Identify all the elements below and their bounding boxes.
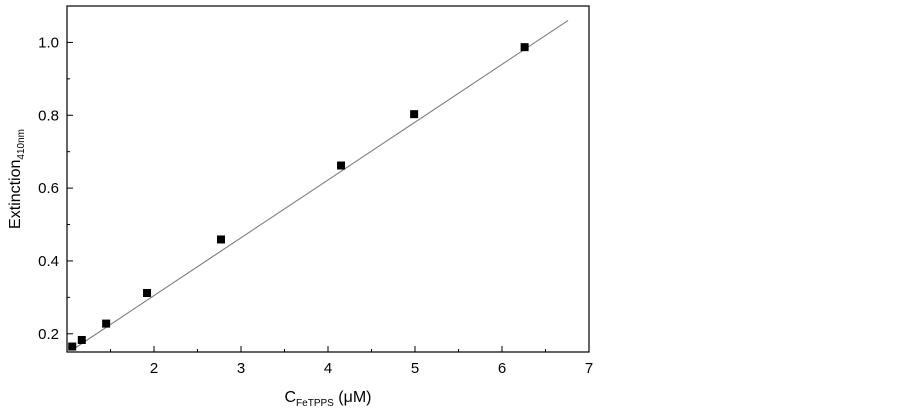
x-tick-label: 7 [585,360,593,377]
data-point [102,319,111,328]
data-point [68,342,77,351]
x-tick-label: 2 [150,360,158,377]
y-tick-label: 0.2 [38,326,59,343]
x-tick-label: 3 [237,360,245,377]
data-point [143,288,152,297]
data-points-layer [68,43,529,351]
data-point [77,335,86,344]
fit-line-layer [73,19,569,350]
y-tick-label: 0.6 [38,180,59,197]
y-axis-ticks: 0.2 0.4 0.6 0.8 1.0 [38,5,73,343]
fit-line [73,19,569,350]
x-tick-label: 6 [498,360,506,377]
plot-frame [66,5,590,353]
y-tick-label: 0.4 [38,253,59,270]
data-point [337,161,346,170]
x-axis-label: CFeTPPS (μM) [284,389,371,409]
y-tick-label: 1.0 [38,34,59,51]
x-tick-label: 5 [411,360,419,377]
y-tick-label: 0.8 [38,107,59,124]
data-point [520,43,529,52]
x-axis-ticks: 2 3 4 5 6 7 [110,346,593,377]
data-point [216,235,225,244]
data-point [410,110,419,119]
x-tick-label: 4 [324,360,332,377]
y-axis-label: Extinction410nm [7,129,27,229]
